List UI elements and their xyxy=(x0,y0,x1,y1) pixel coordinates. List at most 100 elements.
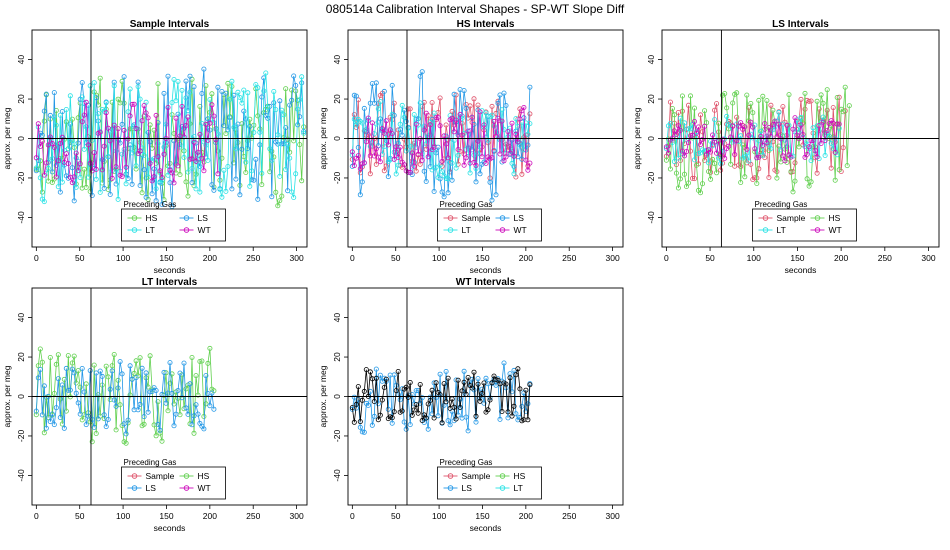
data-point xyxy=(119,151,125,157)
data-point xyxy=(776,109,782,115)
data-point xyxy=(673,170,679,176)
data-point xyxy=(111,397,117,403)
data-point xyxy=(69,360,75,366)
data-point xyxy=(241,108,247,114)
data-point xyxy=(523,387,529,393)
data-point xyxy=(161,144,167,150)
data-point xyxy=(828,140,834,146)
data-point xyxy=(145,129,151,135)
data-point xyxy=(359,179,365,185)
data-point xyxy=(105,125,111,131)
data-point xyxy=(832,149,838,155)
data-point xyxy=(501,158,507,164)
data-point xyxy=(85,413,91,419)
data-point xyxy=(820,114,826,120)
data-point xyxy=(141,167,147,173)
data-point xyxy=(197,163,203,169)
data-point xyxy=(710,132,716,138)
data-point xyxy=(527,111,533,117)
data-point xyxy=(47,419,53,425)
panel-title: LT Intervals xyxy=(142,277,198,288)
data-point xyxy=(151,174,157,180)
data-point xyxy=(227,115,233,121)
chart-panel-4: LT Intervals 0 50 100 150 200 250 300 -40 -20 0 20 4… xyxy=(2,277,308,533)
data-point xyxy=(219,89,225,95)
data-point xyxy=(517,386,523,392)
series-group xyxy=(33,345,217,446)
legend-entry-label: HS xyxy=(514,471,526,481)
data-point xyxy=(153,433,159,439)
data-point xyxy=(760,142,766,148)
data-point xyxy=(465,428,471,434)
data-point xyxy=(63,107,69,113)
data-point xyxy=(273,189,279,195)
data-point xyxy=(81,112,87,118)
data-point xyxy=(189,165,195,171)
data-point xyxy=(834,121,840,127)
data-point xyxy=(525,131,531,137)
data-point xyxy=(91,424,97,430)
data-point xyxy=(688,133,694,139)
data-point xyxy=(171,77,177,83)
data-point xyxy=(738,179,744,185)
legend-swatch-marker xyxy=(447,215,454,221)
data-point xyxy=(63,408,69,414)
y-tick-label: 20 xyxy=(16,94,26,104)
data-point xyxy=(740,142,746,148)
data-point xyxy=(489,103,495,109)
data-point xyxy=(195,149,201,155)
data-point xyxy=(229,186,235,192)
chart-panel-3: LS Intervals 0 50 100 150 200 250 300 -40 -20 0 20 4… xyxy=(632,19,940,275)
data-point xyxy=(173,411,179,417)
data-point xyxy=(433,115,439,121)
data-point xyxy=(455,152,461,158)
data-point xyxy=(89,192,95,198)
data-point xyxy=(503,103,509,109)
data-point xyxy=(189,354,195,360)
data-point xyxy=(483,375,489,381)
data-point xyxy=(734,114,740,120)
legend-swatch-marker xyxy=(131,485,138,491)
data-point xyxy=(83,99,89,105)
data-point xyxy=(267,169,273,175)
x-tick-label: 0 xyxy=(34,511,39,521)
data-point xyxy=(153,112,159,118)
data-point xyxy=(225,163,231,169)
data-point xyxy=(675,185,681,191)
data-point xyxy=(429,387,435,393)
data-point xyxy=(738,120,744,126)
data-point xyxy=(297,142,303,148)
data-point xyxy=(449,115,455,121)
data-point xyxy=(231,124,237,130)
data-point xyxy=(509,120,515,126)
data-point xyxy=(183,386,189,392)
data-point xyxy=(369,140,375,146)
data-point xyxy=(137,182,143,188)
data-point xyxy=(285,141,291,147)
data-point xyxy=(141,421,147,427)
data-point xyxy=(527,160,533,166)
data-point xyxy=(273,107,279,113)
data-point xyxy=(41,430,47,436)
data-point xyxy=(93,95,99,101)
data-point xyxy=(679,93,685,99)
data-point xyxy=(209,390,215,396)
data-point xyxy=(732,151,738,157)
data-point xyxy=(231,160,237,166)
data-point xyxy=(291,194,297,200)
data-point xyxy=(115,96,121,102)
data-point xyxy=(489,380,495,386)
data-point xyxy=(67,93,73,99)
data-point xyxy=(431,415,437,421)
data-point xyxy=(165,73,171,79)
data-point xyxy=(41,118,47,124)
data-point xyxy=(263,70,269,76)
data-point xyxy=(157,430,163,436)
legend-box xyxy=(121,208,226,242)
data-point xyxy=(265,105,271,111)
series-line-ls xyxy=(35,361,215,434)
data-point xyxy=(121,421,127,427)
data-point xyxy=(503,154,509,160)
data-point xyxy=(824,107,830,113)
